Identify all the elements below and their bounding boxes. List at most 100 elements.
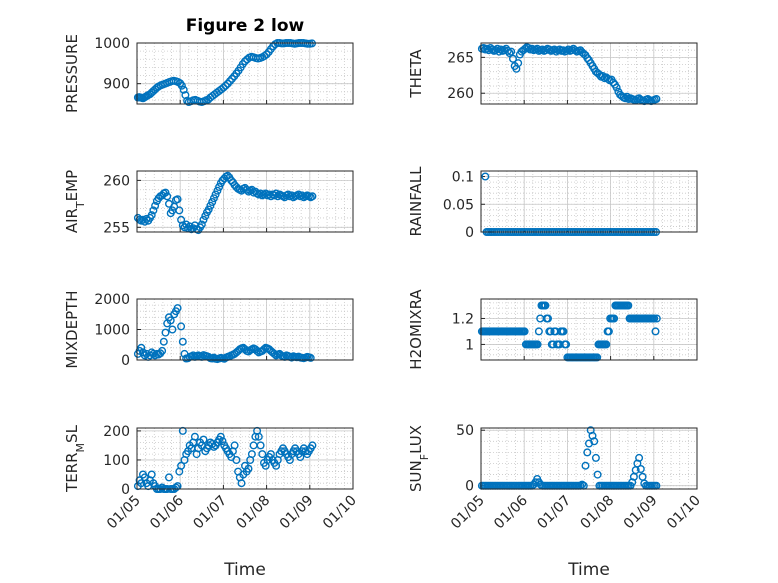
axes-box bbox=[136, 298, 354, 361]
y-axis-label: RAINFALL bbox=[407, 166, 425, 237]
data-point bbox=[161, 188, 170, 197]
data-point bbox=[171, 483, 180, 492]
data-point bbox=[219, 83, 228, 92]
data-point bbox=[562, 340, 571, 349]
y-tick-label: 0 bbox=[121, 482, 130, 498]
x-tick-label: 01/05 bbox=[104, 493, 144, 533]
data-point bbox=[163, 192, 172, 201]
data-point bbox=[514, 59, 523, 68]
subplot-h2omixra: 1 1.2 H2OMIXRA bbox=[407, 289, 698, 370]
data-point bbox=[230, 441, 239, 450]
plot-area bbox=[137, 43, 353, 104]
data-point bbox=[232, 456, 241, 465]
data-point bbox=[199, 215, 208, 224]
data-point bbox=[544, 314, 553, 323]
axes-box bbox=[136, 170, 354, 233]
figure-title: Figure 2 low bbox=[186, 16, 305, 36]
axes-box bbox=[136, 427, 354, 490]
data-point bbox=[481, 172, 490, 181]
data-point bbox=[488, 45, 497, 54]
data-point bbox=[602, 340, 611, 349]
data-point bbox=[483, 44, 492, 53]
data-point bbox=[218, 437, 227, 446]
y-tick-label: 1000 bbox=[94, 323, 130, 339]
data-point bbox=[175, 206, 184, 215]
data-point bbox=[254, 432, 263, 441]
y-tick-label: 0 bbox=[465, 479, 474, 495]
data-point bbox=[256, 189, 265, 198]
data-point bbox=[152, 83, 161, 92]
subplot-pressure: 900 1000 PRESSURE bbox=[63, 34, 354, 113]
data-point bbox=[216, 432, 225, 441]
data-point bbox=[308, 441, 317, 450]
data-point bbox=[593, 353, 602, 362]
data-point bbox=[306, 353, 315, 362]
y-axis-label: AIRTEMP bbox=[63, 170, 87, 233]
subplot-rainfall: 0 0.05 0.1 RAINFALL bbox=[407, 166, 698, 241]
data-point bbox=[178, 337, 187, 346]
data-point bbox=[590, 437, 599, 446]
x-tick-label: 01/06 bbox=[491, 492, 531, 532]
data-point bbox=[546, 327, 555, 336]
y-axis-label: PRESSURE bbox=[63, 34, 81, 113]
data-point bbox=[624, 301, 633, 310]
y-tick-label: 260 bbox=[103, 173, 130, 189]
y-axis-label: TERRMSL bbox=[63, 424, 87, 493]
data-point bbox=[534, 327, 543, 336]
data-point bbox=[505, 49, 514, 58]
x-tick-label: 01/10 bbox=[320, 493, 360, 533]
subplot-terr-msl: 0 100 200 TERRMSL 01/05 01/06 01/07 01/08 01/09 0… bbox=[63, 424, 360, 532]
data-point bbox=[213, 186, 222, 195]
data-point bbox=[636, 465, 645, 474]
x-tick-label: 01/06 bbox=[147, 492, 187, 532]
x-tick-label: 01/08 bbox=[578, 493, 618, 533]
y-axis-label: THETA bbox=[407, 49, 425, 99]
axes-box bbox=[480, 298, 698, 361]
y-tick-label: 260 bbox=[447, 86, 474, 102]
data-point bbox=[610, 314, 619, 323]
subplot-theta: 260 265 THETA bbox=[407, 42, 698, 106]
data-point bbox=[197, 220, 206, 229]
data-point bbox=[149, 206, 158, 215]
data-point bbox=[495, 47, 504, 56]
data-point bbox=[507, 47, 516, 56]
y-tick-label: 255 bbox=[103, 220, 130, 236]
y-tick-label: 0.05 bbox=[443, 197, 474, 213]
data-point bbox=[604, 327, 613, 336]
y-tick-label: 0.1 bbox=[452, 170, 474, 186]
data-point bbox=[151, 201, 160, 210]
data-point bbox=[211, 190, 220, 199]
data-point bbox=[237, 479, 246, 488]
y-axis-label: H2OMIXRA bbox=[407, 289, 425, 370]
data-point bbox=[177, 81, 186, 90]
subplot-air-temp: 255 260 AIRTEMP bbox=[63, 170, 354, 236]
data-point bbox=[571, 46, 580, 55]
data-point bbox=[650, 314, 659, 323]
y-tick-label: 50 bbox=[456, 423, 474, 439]
y-tick-label: 1000 bbox=[94, 36, 130, 52]
data-point bbox=[258, 450, 267, 459]
data-point bbox=[652, 314, 661, 323]
y-axis-label: SUNFLUX bbox=[407, 425, 431, 492]
axes-box bbox=[136, 42, 354, 105]
data-point bbox=[581, 461, 590, 470]
data-point bbox=[652, 94, 661, 103]
data-point bbox=[559, 327, 568, 336]
plot-area bbox=[481, 171, 697, 232]
x-tick-label: 01/09 bbox=[277, 493, 317, 533]
data-point bbox=[142, 214, 151, 223]
axes-box bbox=[480, 170, 698, 233]
data-point bbox=[541, 301, 550, 310]
axes-box bbox=[480, 42, 698, 105]
y-tick-label: 0 bbox=[465, 225, 474, 241]
y-axis-label: MIXDEPTH bbox=[63, 290, 81, 368]
data-point bbox=[308, 192, 317, 201]
x-tick-label: 01/10 bbox=[664, 493, 704, 533]
data-point bbox=[242, 185, 251, 194]
data-point bbox=[137, 343, 146, 352]
y-tick-label: 1 bbox=[465, 337, 474, 353]
x-tick-label: 01/07 bbox=[190, 493, 230, 533]
x-axis-label-left: Time bbox=[223, 560, 266, 580]
data-point bbox=[164, 473, 173, 482]
